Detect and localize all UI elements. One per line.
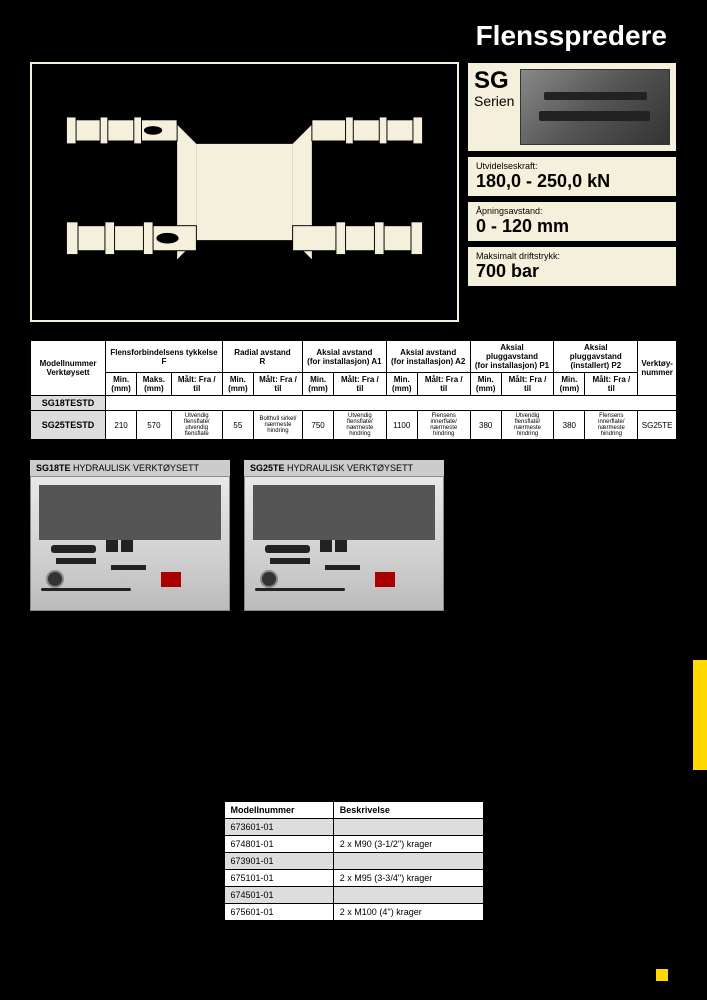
spec-value: 700 bar: [476, 261, 668, 282]
th-sub: Min. (mm): [222, 373, 253, 396]
cell: 570: [137, 411, 172, 440]
cell: SG25TE: [638, 411, 677, 440]
top-section: SG Serien Utvidelseskraft: 180,0 - 250,0…: [0, 62, 707, 322]
th-sub: Målt: Fra / til: [171, 373, 222, 396]
technical-diagram: [30, 62, 459, 322]
th-a2: Aksial avstand(for installasjon) A2: [386, 341, 470, 373]
th-sub: Min. (mm): [470, 373, 501, 396]
cell: 210: [106, 411, 137, 440]
footer-icon: [655, 968, 669, 982]
kit-photo: [30, 476, 230, 611]
th-sub: Målt: Fra / til: [585, 373, 638, 396]
th-sub: Min. (mm): [106, 373, 137, 396]
cell: Flensens innerflate/ nærmeste hindring: [417, 411, 470, 440]
product-photo: [520, 69, 670, 145]
series-code: SG: [474, 69, 514, 93]
kit-header: SG18TE HYDRAULISK VERKTØYSETT: [30, 460, 230, 476]
spec-table-wrap: Modellnummer Verktøysett Flensforbindels…: [30, 340, 677, 440]
table-row: 675601-012 x M100 (4'') krager: [224, 904, 483, 921]
th-sub: Maks. (mm): [137, 373, 172, 396]
series-sub: Serien: [474, 93, 514, 109]
spec-label: Maksimalt driftstrykk:: [476, 251, 668, 261]
parts-table-wrap: ModellnummerBeskrivelse 673601-01 674801…: [224, 801, 484, 921]
th-a1: Aksial avstand(for installasjon) A1: [303, 341, 387, 373]
th-radial: Radial avstandR: [222, 341, 302, 373]
table-row: 674801-012 x M90 (3-1/2'') krager: [224, 836, 483, 853]
th-thickness: Flensforbindelsens tykkelseF: [106, 341, 223, 373]
spec-label: Utvidelseskraft:: [476, 161, 668, 171]
kit-section: SG18TE HYDRAULISK VERKTØYSETT SG25TE HYD…: [30, 460, 677, 611]
cell: 1100: [386, 411, 417, 440]
cell: 380: [554, 411, 585, 440]
cell: Utvendig flensflate/ nærmeste hindring: [501, 411, 554, 440]
kit-header: SG25TE HYDRAULISK VERKTØYSETT: [244, 460, 444, 476]
spec-value: 0 - 120 mm: [476, 216, 668, 237]
cell: 750: [303, 411, 334, 440]
series-box: SG Serien: [467, 62, 677, 152]
cell: 380: [470, 411, 501, 440]
th-model: Modellnummer Verktøysett: [31, 341, 106, 396]
spec-opening: Åpningsavstand: 0 - 120 mm: [467, 201, 677, 242]
kit-sg25: SG25TE HYDRAULISK VERKTØYSETT: [244, 460, 444, 611]
side-tab: [693, 660, 707, 770]
cell: Utvendig flensflate/ nærmeste hindring: [334, 411, 387, 440]
row-name: SG18TESTD: [31, 396, 106, 411]
th-sub: Min. (mm): [303, 373, 334, 396]
cell: Utvendig flensflate/ utvendig flensflate: [171, 411, 222, 440]
cell: Bolthull sirkel/ nærmeste hindring: [253, 411, 302, 440]
th-sub: Min. (mm): [386, 373, 417, 396]
th-desc: Beskrivelse: [333, 802, 483, 819]
th-tool: Verktøy-nummer: [638, 341, 677, 396]
th-p2: Aksial pluggavstand(installert) P2: [554, 341, 638, 373]
th-sub: Målt: Fra / til: [334, 373, 387, 396]
spec-label: Åpningsavstand:: [476, 206, 668, 216]
table-row: SG25TESTD 210 570 Utvendig flensflate/ u…: [31, 411, 677, 440]
parts-table: ModellnummerBeskrivelse 673601-01 674801…: [224, 801, 484, 921]
table-row: 675101-012 x M95 (3-3/4'') krager: [224, 870, 483, 887]
spec-value: 180,0 - 250,0 kN: [476, 171, 668, 192]
cell: 55: [222, 411, 253, 440]
table-row: SG18TESTD: [31, 396, 677, 411]
info-column: SG Serien Utvidelseskraft: 180,0 - 250,0…: [467, 62, 677, 322]
row-name: SG25TESTD: [31, 411, 106, 440]
th-sub: Min. (mm): [554, 373, 585, 396]
spec-table: Modellnummer Verktøysett Flensforbindels…: [30, 340, 677, 440]
table-row: 673901-01: [224, 853, 483, 870]
th-sub: Målt: Fra / til: [417, 373, 470, 396]
th-sub: Målt: Fra / til: [501, 373, 554, 396]
th-sub: Målt: Fra / til: [253, 373, 302, 396]
spec-pressure: Maksimalt driftstrykk: 700 bar: [467, 246, 677, 287]
table-row: 673601-01: [224, 819, 483, 836]
cell: Flensens innerflate/ nærmeste hindring: [585, 411, 638, 440]
th-model: Modellnummer: [224, 802, 333, 819]
page-title: Flensspredere: [0, 0, 707, 62]
th-p1: Aksial pluggavstand(for installasjon) P1: [470, 341, 554, 373]
spec-force: Utvidelseskraft: 180,0 - 250,0 kN: [467, 156, 677, 197]
kit-photo: [244, 476, 444, 611]
table-row: 674501-01: [224, 887, 483, 904]
kit-sg18: SG18TE HYDRAULISK VERKTØYSETT: [30, 460, 230, 611]
